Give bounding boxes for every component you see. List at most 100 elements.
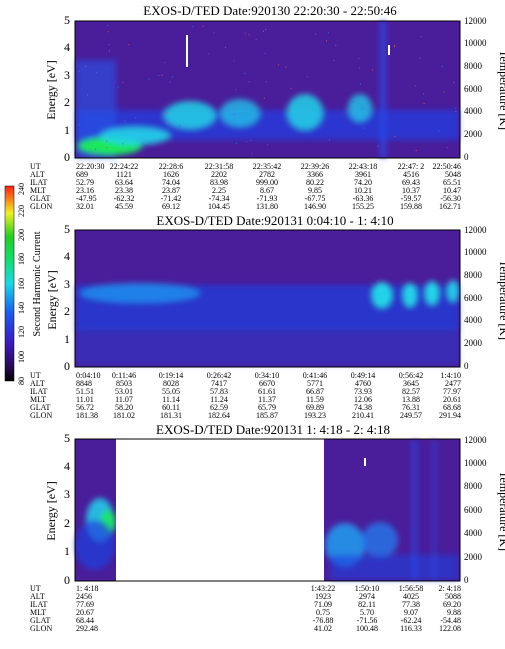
panel-3-row-label-glat: GLAT [30, 616, 51, 625]
panel-1-orbit-cell: 3366 [307, 170, 323, 179]
panel-2-row-label-ilat: ILAT [30, 387, 47, 396]
panel-3-orbit-cell: 1:56:58 [399, 584, 423, 593]
noise-dot [135, 117, 137, 119]
panel-3-cyan-patch-late-2 [362, 522, 398, 558]
noise-dot [438, 130, 440, 132]
panel-1-rtick-3: 6000 [464, 84, 483, 94]
noise-dot [394, 44, 396, 46]
noise-dot [85, 65, 87, 67]
noise-dot [267, 144, 269, 146]
panel-2-orbit-cell: 55.05 [162, 387, 180, 396]
panel-2-orbit-cell: 0:19:14 [159, 371, 183, 380]
panel-2-orbit-cell: 7417 [211, 379, 227, 388]
panel-1-orbit-cell: 2.25 [212, 186, 226, 195]
noise-dot [122, 82, 124, 83]
noise-dot [87, 94, 89, 96]
panel-3-ytick-4: 4 [64, 459, 70, 473]
panel-1-white-streak-2 [388, 45, 390, 55]
noise-dot [213, 32, 215, 34]
noise-dot [166, 122, 168, 124]
noise-dot [166, 112, 167, 114]
panel-1: EXOS-D/TED Date:920130 22:20:30 - 22:50:… [30, 3, 505, 211]
panel-2-orbit-cell: 20.61 [443, 395, 461, 404]
noise-dot [248, 81, 250, 83]
panel-3-plot-frame [74, 438, 461, 582]
panel-2-ylabel-right: Temperature [K] [497, 260, 505, 340]
panel-3-orbit-cell: 9.88 [447, 608, 461, 617]
panel-1-orbit-cell: 74.04 [162, 178, 180, 187]
panel-2-orbit-cell: 51.51 [76, 387, 94, 396]
panel-1-orbit-cell: -67.75 [305, 194, 326, 203]
panel-1-orbit-cell: 65.51 [443, 178, 461, 187]
noise-dot [285, 66, 287, 68]
panel-1-orbit-cell: -62.32 [114, 194, 135, 203]
panel-2-orbit-cell: 0:34:10 [255, 371, 279, 380]
panel-1-orbit-cell: 8.67 [260, 186, 274, 195]
panel-1-orbit-cell: 22:28:6 [159, 162, 183, 171]
panel-1-orbit-cell: 159.88 [400, 202, 422, 211]
colorbar-tick-140: 140 [17, 302, 26, 314]
panel-1-rtick-1: 2000 [464, 129, 483, 139]
noise-dot [169, 81, 171, 83]
panel-1-orbit-cell: 155.25 [352, 202, 374, 211]
panel-2-orbit-cell: 62.59 [210, 403, 228, 412]
panel-2: EXOS-D/TED Date:920131 0:04:10 - 1: 4:10… [30, 213, 505, 420]
panel-2-orbit-cell: 291.94 [439, 411, 461, 420]
panel-2-orbit-cell: 193.23 [304, 411, 326, 420]
noise-dot [233, 113, 235, 115]
noise-dot [248, 34, 250, 36]
panel-2-cyan-patch-1 [372, 282, 392, 308]
noise-dot [158, 75, 160, 77]
noise-dot [420, 36, 422, 38]
panel-3-vertical-streak-1 [412, 440, 417, 580]
panel-2-orbit-cell: 181.38 [76, 411, 98, 420]
panel-2-orbit-cell: 66.87 [306, 387, 324, 396]
panel-3-orbit-cell: 292.48 [76, 624, 98, 633]
panel-3-rtick-2: 4000 [464, 528, 483, 538]
panel-2-orbit-table: UT ALT ILAT MLT GLAT GLON [30, 371, 52, 420]
panel-2-orbit-cell: 8848 [76, 379, 92, 388]
panel-3-orbit-cell: 41.02 [314, 624, 332, 633]
panel-2-left-axis: 0 1 2 3 4 5 [64, 222, 70, 373]
panel-1-orbit-cell: 63.64 [115, 178, 133, 187]
noise-dot [394, 135, 396, 137]
panel-1-title: EXOS-D/TED Date:920130 22:20:30 - 22:50:… [143, 3, 397, 18]
noise-dot [441, 65, 443, 67]
panel-3-title: EXOS-D/TED Date:920131 1: 4:18 - 2: 4:18 [156, 422, 390, 437]
noise-dot [107, 24, 109, 26]
panel-1-orbit-cell: 22:39:26 [301, 162, 329, 171]
panel-3-ylabel-left: Energy [eV] [44, 481, 58, 540]
panel-1-plot-frame [74, 20, 461, 159]
noise-dot [278, 64, 280, 66]
panel-1-orbit-cell: 9.85 [308, 186, 322, 195]
noise-dot [208, 53, 210, 55]
panel-2-orbit-cell: 8028 [163, 379, 179, 388]
noise-dot [202, 25, 204, 27]
noise-dot [443, 91, 445, 93]
noise-dot [288, 110, 290, 112]
noise-dot [122, 143, 124, 145]
noise-dot [244, 72, 246, 74]
panel-3-blue-band-late [330, 555, 458, 580]
panel-1-orbit-cell: -71.93 [257, 194, 278, 203]
panel-2-orbit-cell: 4760 [355, 379, 371, 388]
panel-1-orbit-cell: 23.87 [162, 186, 180, 195]
panel-3-orbit-cell: 77.69 [76, 600, 94, 609]
panel-2-spectra [76, 280, 459, 365]
panel-1-rtick-5: 10000 [464, 38, 487, 48]
panel-1-right-axis: 0 2000 4000 6000 8000 10000 12000 [464, 16, 487, 162]
noise-dot [179, 125, 181, 127]
panel-2-rtick-0: 0 [464, 361, 469, 371]
panel-1-orbit-cell: 23.16 [76, 186, 94, 195]
panel-2-orbit-cell: 57.83 [210, 387, 228, 396]
panel-1-orbit-cell: -63.36 [353, 194, 374, 203]
colorbar-tick-240: 240 [17, 183, 26, 195]
panel-1-ytick-5: 5 [64, 13, 70, 27]
panel-1-orbit-cell: 1121 [116, 170, 132, 179]
panel-3-orbit-cell: 2456 [76, 592, 92, 601]
panel-1-white-streak-1 [186, 35, 188, 67]
noise-dot [290, 87, 292, 89]
noise-dot [235, 89, 237, 91]
